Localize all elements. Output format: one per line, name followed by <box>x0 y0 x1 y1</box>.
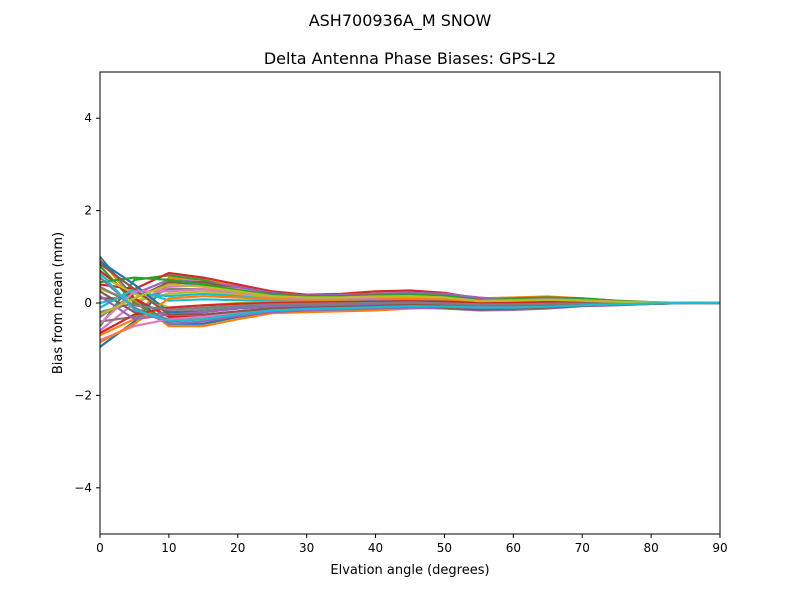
series-group <box>100 256 720 348</box>
x-tick-label: 10 <box>161 541 176 555</box>
x-tick-label: 80 <box>643 541 658 555</box>
y-tick-label: 4 <box>84 111 92 125</box>
x-tick-label: 40 <box>368 541 383 555</box>
x-tick-label: 60 <box>506 541 521 555</box>
y-axis-label: Bias from mean (mm) <box>51 232 66 374</box>
y-axis: −4 −2 0 2 4 <box>74 111 100 495</box>
x-tick-label: 90 <box>712 541 727 555</box>
series-line-27 <box>100 285 720 312</box>
x-tick-label: 20 <box>230 541 245 555</box>
x-axis-label: Elvation angle (degrees) <box>330 563 489 578</box>
x-axis: 0 10 20 30 40 50 60 70 80 90 <box>96 534 728 555</box>
suptitle: ASH700936A_M SNOW <box>309 11 492 31</box>
x-tick-label: 30 <box>299 541 314 555</box>
x-tick-label: 70 <box>575 541 590 555</box>
y-tick-label: 0 <box>84 296 92 310</box>
series-line-28 <box>100 283 720 316</box>
y-tick-label: −2 <box>74 388 92 402</box>
x-tick-label: 50 <box>437 541 452 555</box>
y-tick-label: −4 <box>74 481 92 495</box>
x-tick-label: 0 <box>96 541 104 555</box>
series-line-29 <box>100 272 720 322</box>
chart-title: Delta Antenna Phase Biases: GPS-L2 <box>264 49 556 68</box>
y-tick-label: 2 <box>84 204 92 218</box>
